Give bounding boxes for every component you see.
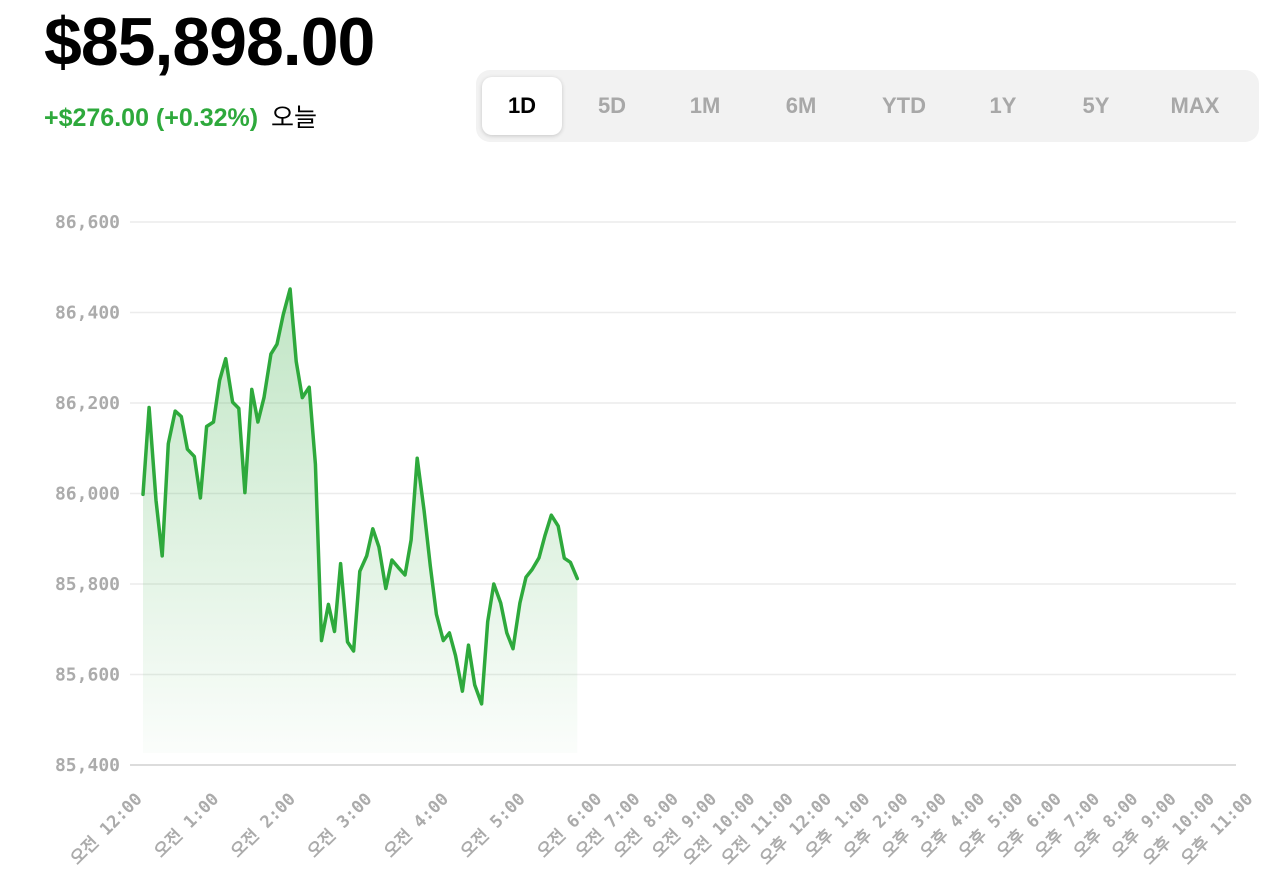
price-change-row: +$276.00 (+0.32%) 오늘 [44, 100, 317, 136]
x-tick-label: 오전 12:00 [67, 789, 147, 869]
range-tab-6m[interactable]: 6M [785, 93, 817, 118]
price-area-fill [143, 289, 578, 753]
x-tick-label: 오전 3:00 [304, 789, 376, 861]
range-tab-ytd[interactable]: YTD [882, 93, 926, 118]
x-tick-label: 오전 2:00 [227, 789, 299, 861]
price-line [141, 287, 580, 706]
price-change: +$276.00 (+0.32%) [44, 104, 259, 132]
range-tab-1d[interactable]: 1D [482, 77, 562, 135]
y-tick-label: 85,600 [55, 665, 120, 686]
range-tab-5d[interactable]: 5D [597, 93, 627, 118]
x-tick-label: 오전 1:00 [151, 789, 223, 861]
range-selector: 1D 5D 1M 6M YTD 1Y 5Y MAX [476, 70, 1259, 142]
range-tab-5y[interactable]: 5Y [1082, 93, 1110, 118]
y-tick-label: 86,400 [55, 303, 120, 324]
y-tick-label: 85,400 [55, 755, 120, 776]
range-tab-1y[interactable]: 1Y [989, 93, 1017, 118]
x-tick-label: 오전 4:00 [380, 789, 452, 861]
x-tick-label: 오전 5:00 [457, 789, 529, 861]
y-tick-label: 86,200 [55, 393, 120, 414]
current-price: $85,898.00 [44, 4, 375, 80]
y-tick-label: 86,000 [55, 484, 120, 505]
range-tab-1m[interactable]: 1M [689, 93, 721, 118]
range-tab-max[interactable]: MAX [1170, 93, 1220, 118]
y-tick-label: 86,600 [55, 212, 120, 233]
y-tick-label: 85,800 [55, 574, 120, 595]
period-label: 오늘 [271, 104, 318, 132]
